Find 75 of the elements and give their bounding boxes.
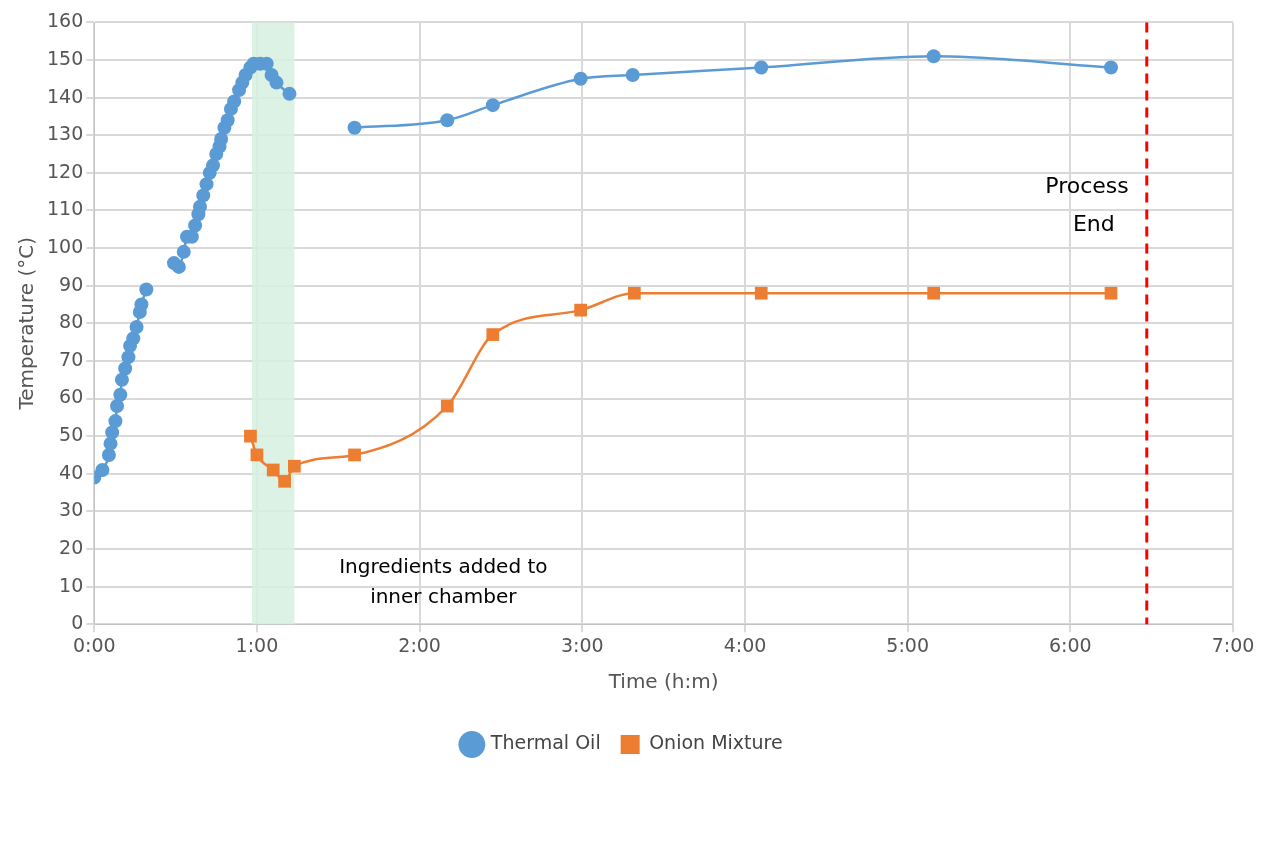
point: [485, 98, 500, 113]
point: [573, 71, 588, 86]
y-axis-title: Temperature (°C): [14, 236, 39, 411]
y-tick-label: 40: [59, 460, 84, 483]
point: [199, 177, 214, 192]
point: [176, 244, 191, 259]
x-axis-title: Time (h:m): [607, 669, 719, 694]
band-label: Ingredients added to inner chamber: [339, 554, 548, 609]
point: [627, 286, 641, 300]
point: [1103, 60, 1118, 75]
x-tick-label: 3:00: [560, 633, 604, 656]
y-tick-label: 80: [59, 310, 84, 333]
point: [101, 447, 116, 462]
y-tick-label: 70: [59, 347, 84, 370]
point: [95, 462, 110, 477]
x-tick-label: 7:00: [1211, 633, 1255, 656]
x-tick-label: 0:00: [72, 633, 116, 656]
y-tick-label: 20: [59, 535, 84, 558]
legend-label: Onion Mixture: [649, 731, 783, 754]
point: [114, 372, 129, 387]
point: [440, 113, 455, 128]
point: [227, 94, 242, 109]
point: [278, 474, 291, 488]
point: [244, 429, 257, 443]
x-tick-label: 4:00: [723, 633, 767, 656]
point: [486, 328, 500, 341]
point: [126, 331, 141, 346]
point: [926, 49, 941, 64]
x-tick-label: 5:00: [886, 633, 929, 656]
point: [574, 303, 588, 317]
y-tick-label: 90: [59, 272, 84, 295]
point: [348, 448, 361, 462]
y-tick-label: 10: [59, 573, 84, 596]
point: [754, 286, 768, 300]
point: [927, 286, 941, 300]
y-tick-label: 150: [47, 46, 84, 69]
point: [214, 132, 229, 146]
point: [188, 218, 203, 233]
point: [105, 425, 120, 440]
y-tick-label: 160: [47, 9, 84, 32]
ref-line-label: Process End: [1045, 173, 1129, 237]
point: [206, 158, 221, 173]
x-tick-label: 2:00: [398, 633, 441, 656]
x-tick-label: 1:00: [235, 633, 279, 656]
y-tick-label: 130: [47, 122, 84, 145]
point: [220, 113, 235, 128]
y-tick-label: 60: [59, 385, 84, 408]
point: [108, 414, 123, 429]
point: [171, 259, 186, 274]
y-tick-label: 140: [47, 84, 84, 107]
y-tick-label: 50: [59, 423, 84, 446]
legend-label: Thermal Oil: [489, 731, 601, 754]
y-tick-label: 30: [59, 498, 84, 521]
point: [625, 68, 640, 83]
x-tick-label: 6:00: [1048, 633, 1092, 656]
point: [269, 75, 284, 90]
point: [193, 199, 208, 214]
y-tick-label: 120: [47, 159, 84, 182]
point: [266, 463, 280, 477]
y-tick-label: 100: [47, 235, 84, 258]
point: [134, 297, 149, 312]
point: [118, 361, 133, 376]
point: [196, 188, 211, 203]
y-tick-label: 0: [71, 611, 84, 634]
point: [113, 387, 128, 402]
point: [754, 60, 769, 75]
point: [282, 86, 297, 101]
point: [110, 399, 125, 414]
point: [1104, 286, 1118, 300]
point: [440, 399, 454, 413]
point: [139, 282, 154, 297]
y-tick-label: 110: [47, 197, 84, 220]
point: [287, 459, 301, 473]
point: [347, 120, 362, 135]
point: [129, 320, 144, 335]
